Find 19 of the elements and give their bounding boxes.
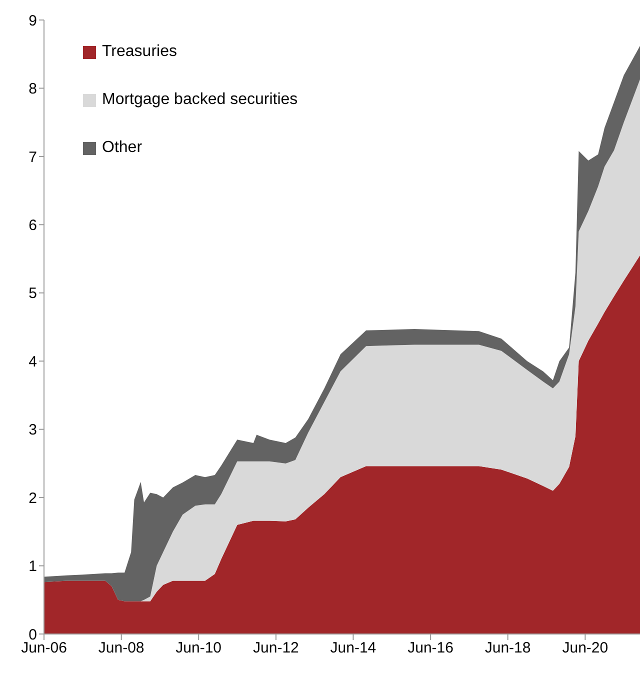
y-tick-label: 5 [28, 285, 37, 302]
y-tick-label: 4 [28, 353, 37, 370]
legend-label: Treasuries [102, 43, 177, 61]
y-tick-label: 2 [28, 490, 37, 507]
y-tick-label: 3 [28, 422, 37, 439]
y-tick-label: 9 [28, 12, 37, 30]
y-tick-label: 8 [28, 80, 37, 98]
y-tick-label: 7 [28, 148, 37, 166]
x-tick-label: Jun-18 [484, 640, 531, 657]
x-tick-label: Jun-16 [408, 640, 454, 657]
x-tick-label: Jun-08 [98, 640, 144, 657]
y-tick-label: 1 [28, 558, 37, 576]
legend-label: Other [102, 139, 142, 157]
x-tick-label: Jun-20 [562, 640, 608, 657]
y-tick-label: 6 [28, 216, 37, 234]
legend-label: Mortgage backed securities [102, 91, 298, 109]
x-tick-label: Jun-14 [330, 640, 376, 657]
x-tick-label: Jun-10 [176, 640, 222, 657]
x-tick-label: Jun-12 [253, 640, 299, 657]
